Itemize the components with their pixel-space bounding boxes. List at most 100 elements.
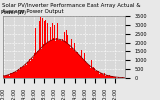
Bar	[10, 73, 11, 78]
Bar	[44, 21, 45, 78]
Bar	[55, 41, 56, 78]
Bar	[75, 52, 76, 78]
Bar	[59, 40, 60, 78]
Bar	[70, 48, 71, 78]
Bar	[83, 60, 84, 78]
Bar	[67, 36, 68, 78]
Bar	[52, 23, 53, 78]
Bar	[13, 72, 14, 78]
Bar	[79, 55, 80, 78]
Bar	[81, 50, 82, 78]
Bar	[108, 76, 109, 78]
Bar	[65, 41, 66, 78]
Bar	[90, 68, 91, 78]
Bar	[20, 67, 21, 78]
Bar	[87, 64, 88, 78]
Bar	[32, 59, 33, 78]
Bar	[16, 72, 17, 78]
Bar	[97, 71, 98, 78]
Bar	[26, 65, 27, 78]
Bar	[86, 63, 87, 78]
Bar	[95, 71, 96, 78]
Bar	[69, 45, 70, 78]
Bar	[110, 76, 111, 78]
Bar	[82, 58, 83, 78]
Bar	[39, 21, 40, 78]
Bar	[92, 68, 93, 78]
Bar	[72, 48, 73, 78]
Bar	[100, 73, 101, 78]
Bar	[42, 18, 43, 78]
Bar	[64, 32, 65, 78]
Bar	[31, 58, 32, 78]
Bar	[109, 75, 110, 78]
Bar	[78, 54, 79, 78]
Bar	[54, 25, 55, 78]
Bar	[40, 17, 41, 78]
Bar	[58, 40, 59, 78]
Bar	[101, 73, 102, 78]
Bar	[38, 51, 39, 78]
Bar	[122, 77, 123, 78]
Bar	[114, 77, 115, 78]
Bar	[47, 23, 48, 78]
Bar	[63, 41, 64, 78]
Bar	[25, 64, 26, 78]
Bar	[35, 28, 36, 78]
Bar	[104, 75, 105, 78]
Bar	[27, 62, 28, 78]
Bar	[77, 46, 78, 78]
Bar	[80, 56, 81, 78]
Bar	[62, 39, 63, 78]
Bar	[48, 42, 49, 78]
Bar	[113, 77, 114, 78]
Bar	[111, 76, 112, 78]
Bar	[23, 64, 24, 78]
Bar	[33, 57, 34, 78]
Bar	[56, 38, 57, 78]
Bar	[89, 65, 90, 78]
Bar	[15, 72, 16, 78]
Bar	[45, 20, 46, 78]
Bar	[61, 41, 62, 78]
Bar	[24, 66, 25, 78]
Bar	[66, 30, 67, 78]
Bar	[4, 76, 5, 78]
Bar	[18, 69, 19, 78]
Bar	[50, 41, 51, 78]
Bar	[22, 67, 23, 78]
Bar	[85, 61, 86, 78]
Bar	[112, 76, 113, 78]
Bar	[43, 44, 44, 78]
Bar	[73, 50, 74, 78]
Bar	[28, 62, 29, 78]
Bar	[17, 70, 18, 78]
Bar	[29, 59, 30, 78]
Bar	[102, 74, 103, 78]
Bar	[9, 76, 10, 78]
Text: Power (W): Power (W)	[1, 10, 26, 15]
Bar	[118, 77, 119, 78]
Bar	[74, 43, 75, 78]
Bar	[8, 75, 9, 78]
Bar	[93, 67, 94, 78]
Bar	[107, 75, 108, 78]
Bar	[36, 53, 37, 78]
Bar	[21, 68, 22, 78]
Bar	[57, 23, 58, 78]
Bar	[115, 77, 116, 78]
Bar	[60, 40, 61, 78]
Bar	[6, 75, 7, 78]
Bar	[105, 76, 106, 78]
Bar	[98, 71, 99, 78]
Bar	[88, 65, 89, 78]
Bar	[7, 75, 8, 78]
Bar	[91, 60, 92, 78]
Bar	[30, 60, 31, 78]
Bar	[96, 71, 97, 78]
Bar	[53, 38, 54, 78]
Bar	[76, 52, 77, 78]
Bar	[19, 70, 20, 78]
Bar	[11, 73, 12, 78]
Bar	[71, 39, 72, 78]
